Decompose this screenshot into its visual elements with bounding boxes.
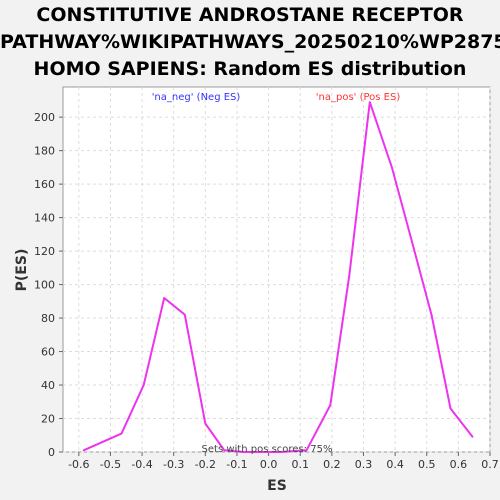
data-point	[184, 314, 186, 316]
data-point	[348, 275, 350, 277]
x-axis-label: ES	[267, 478, 287, 494]
y-tick-label: 140	[34, 212, 55, 225]
x-tick-label: 0.3	[355, 458, 373, 471]
x-tick-label: -0.2	[195, 458, 216, 471]
neg-es-label: 'na_neg' (Neg ES)	[152, 92, 241, 103]
y-axis: 0 20 40 60 80 100 120 140 160 180 200	[34, 111, 63, 459]
y-tick-label: 120	[34, 245, 55, 258]
x-tick-label: -0.5	[100, 458, 121, 471]
plot-area	[63, 87, 490, 452]
data-point	[205, 423, 207, 425]
x-tick-label: 0.7	[481, 458, 499, 471]
y-tick-label: 180	[34, 145, 55, 158]
data-point	[121, 433, 123, 435]
y-tick-label: 0	[48, 446, 55, 459]
data-point	[450, 408, 452, 410]
x-tick-label: -0.6	[68, 458, 89, 471]
x-tick-label: 0.1	[291, 458, 309, 471]
y-axis-label: P(ES)	[14, 249, 30, 292]
pos-es-label: 'na_pos' (Pos ES)	[316, 92, 401, 103]
y-tick-label: 160	[34, 178, 55, 191]
y-tick-label: 200	[34, 111, 55, 124]
x-tick-label: -0.1	[226, 458, 247, 471]
data-point	[431, 314, 433, 316]
data-point	[472, 436, 474, 438]
data-point	[163, 297, 165, 299]
x-tick-label: -0.3	[163, 458, 184, 471]
x-tick-label: -0.4	[131, 458, 152, 471]
x-tick-label: 0.5	[418, 458, 436, 471]
y-tick-label: 20	[41, 413, 55, 426]
y-tick-label: 80	[41, 312, 55, 325]
pos-scores-note: Sets with pos scores: 75%	[202, 444, 333, 455]
data-point	[391, 167, 393, 169]
x-tick-label: 0.4	[386, 458, 404, 471]
x-tick-label: 0.0	[260, 458, 278, 471]
data-point	[329, 404, 331, 406]
x-tick-label: 0.2	[323, 458, 341, 471]
data-point	[83, 450, 85, 452]
y-tick-label: 60	[41, 346, 55, 359]
data-point	[143, 384, 145, 386]
data-point	[410, 237, 412, 239]
y-tick-label: 100	[34, 279, 55, 292]
x-tick-label: 0.6	[450, 458, 468, 471]
y-tick-label: 40	[41, 379, 55, 392]
